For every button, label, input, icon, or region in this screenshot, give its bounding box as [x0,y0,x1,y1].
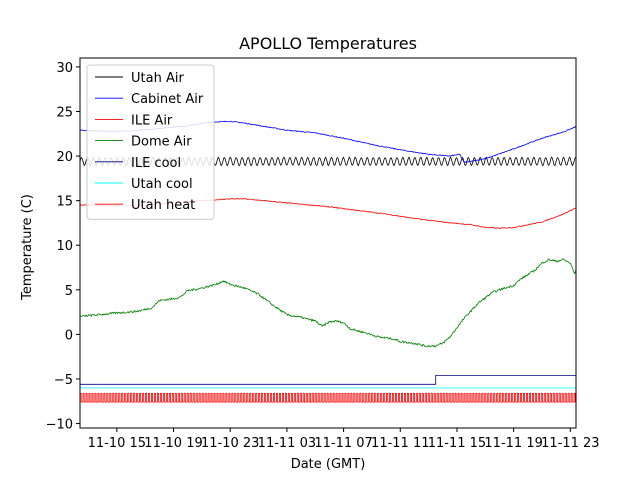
legend-label-dome-air: Dome Air [131,135,192,150]
x-tick-label: 11-11 23 [541,436,599,451]
series-line-utah-heat [80,392,576,403]
legend-label-utah-air: Utah Air [131,71,184,86]
x-tick-label: 11-11 15 [428,436,486,451]
series-line-ile-cool [80,375,576,385]
x-tick-label: 11-10 23 [201,436,259,451]
legend: Utah Air Cabinet Air ILE Air Dome Air ILE co… [86,64,215,220]
series-line-dome-air [80,258,576,348]
y-axis-label: Temperature (C) [20,194,35,301]
y-tick-label: −10 [46,418,73,433]
x-axis-label: Date (GMT) [291,457,366,472]
y-tick-label: 30 [56,61,73,76]
y-tick-label: 20 [56,150,73,165]
y-tick-label: 5 [65,284,73,299]
x-tick-label: 11-11 03 [258,436,316,451]
legend-label-ile-air: ILE Air [131,113,173,128]
legend-label-utah-heat: Utah heat [131,198,195,213]
x-tick-label: 11-10 19 [144,436,202,451]
x-tick-label: 11-11 07 [314,436,372,451]
y-tick-label: 15 [56,195,73,210]
x-tick-label: 11-11 19 [484,436,542,451]
y-tick-label: 0 [65,328,73,343]
legend-label-ile-cool: ILE cool [131,156,181,171]
legend-box [86,64,215,220]
y-tick-label: 10 [56,239,73,254]
legend-label-utah-cool: Utah cool [131,177,193,192]
y-tick-label: −5 [54,373,73,388]
y-tick-label: 25 [56,105,73,120]
x-tick-label: 11-10 15 [88,436,146,451]
legend-label-cabinet-air: Cabinet Air [131,92,204,107]
plot-frame [79,57,577,429]
x-tick-label: 11-11 11 [371,436,429,451]
chart-title: APOLLO Temperatures [239,34,417,53]
